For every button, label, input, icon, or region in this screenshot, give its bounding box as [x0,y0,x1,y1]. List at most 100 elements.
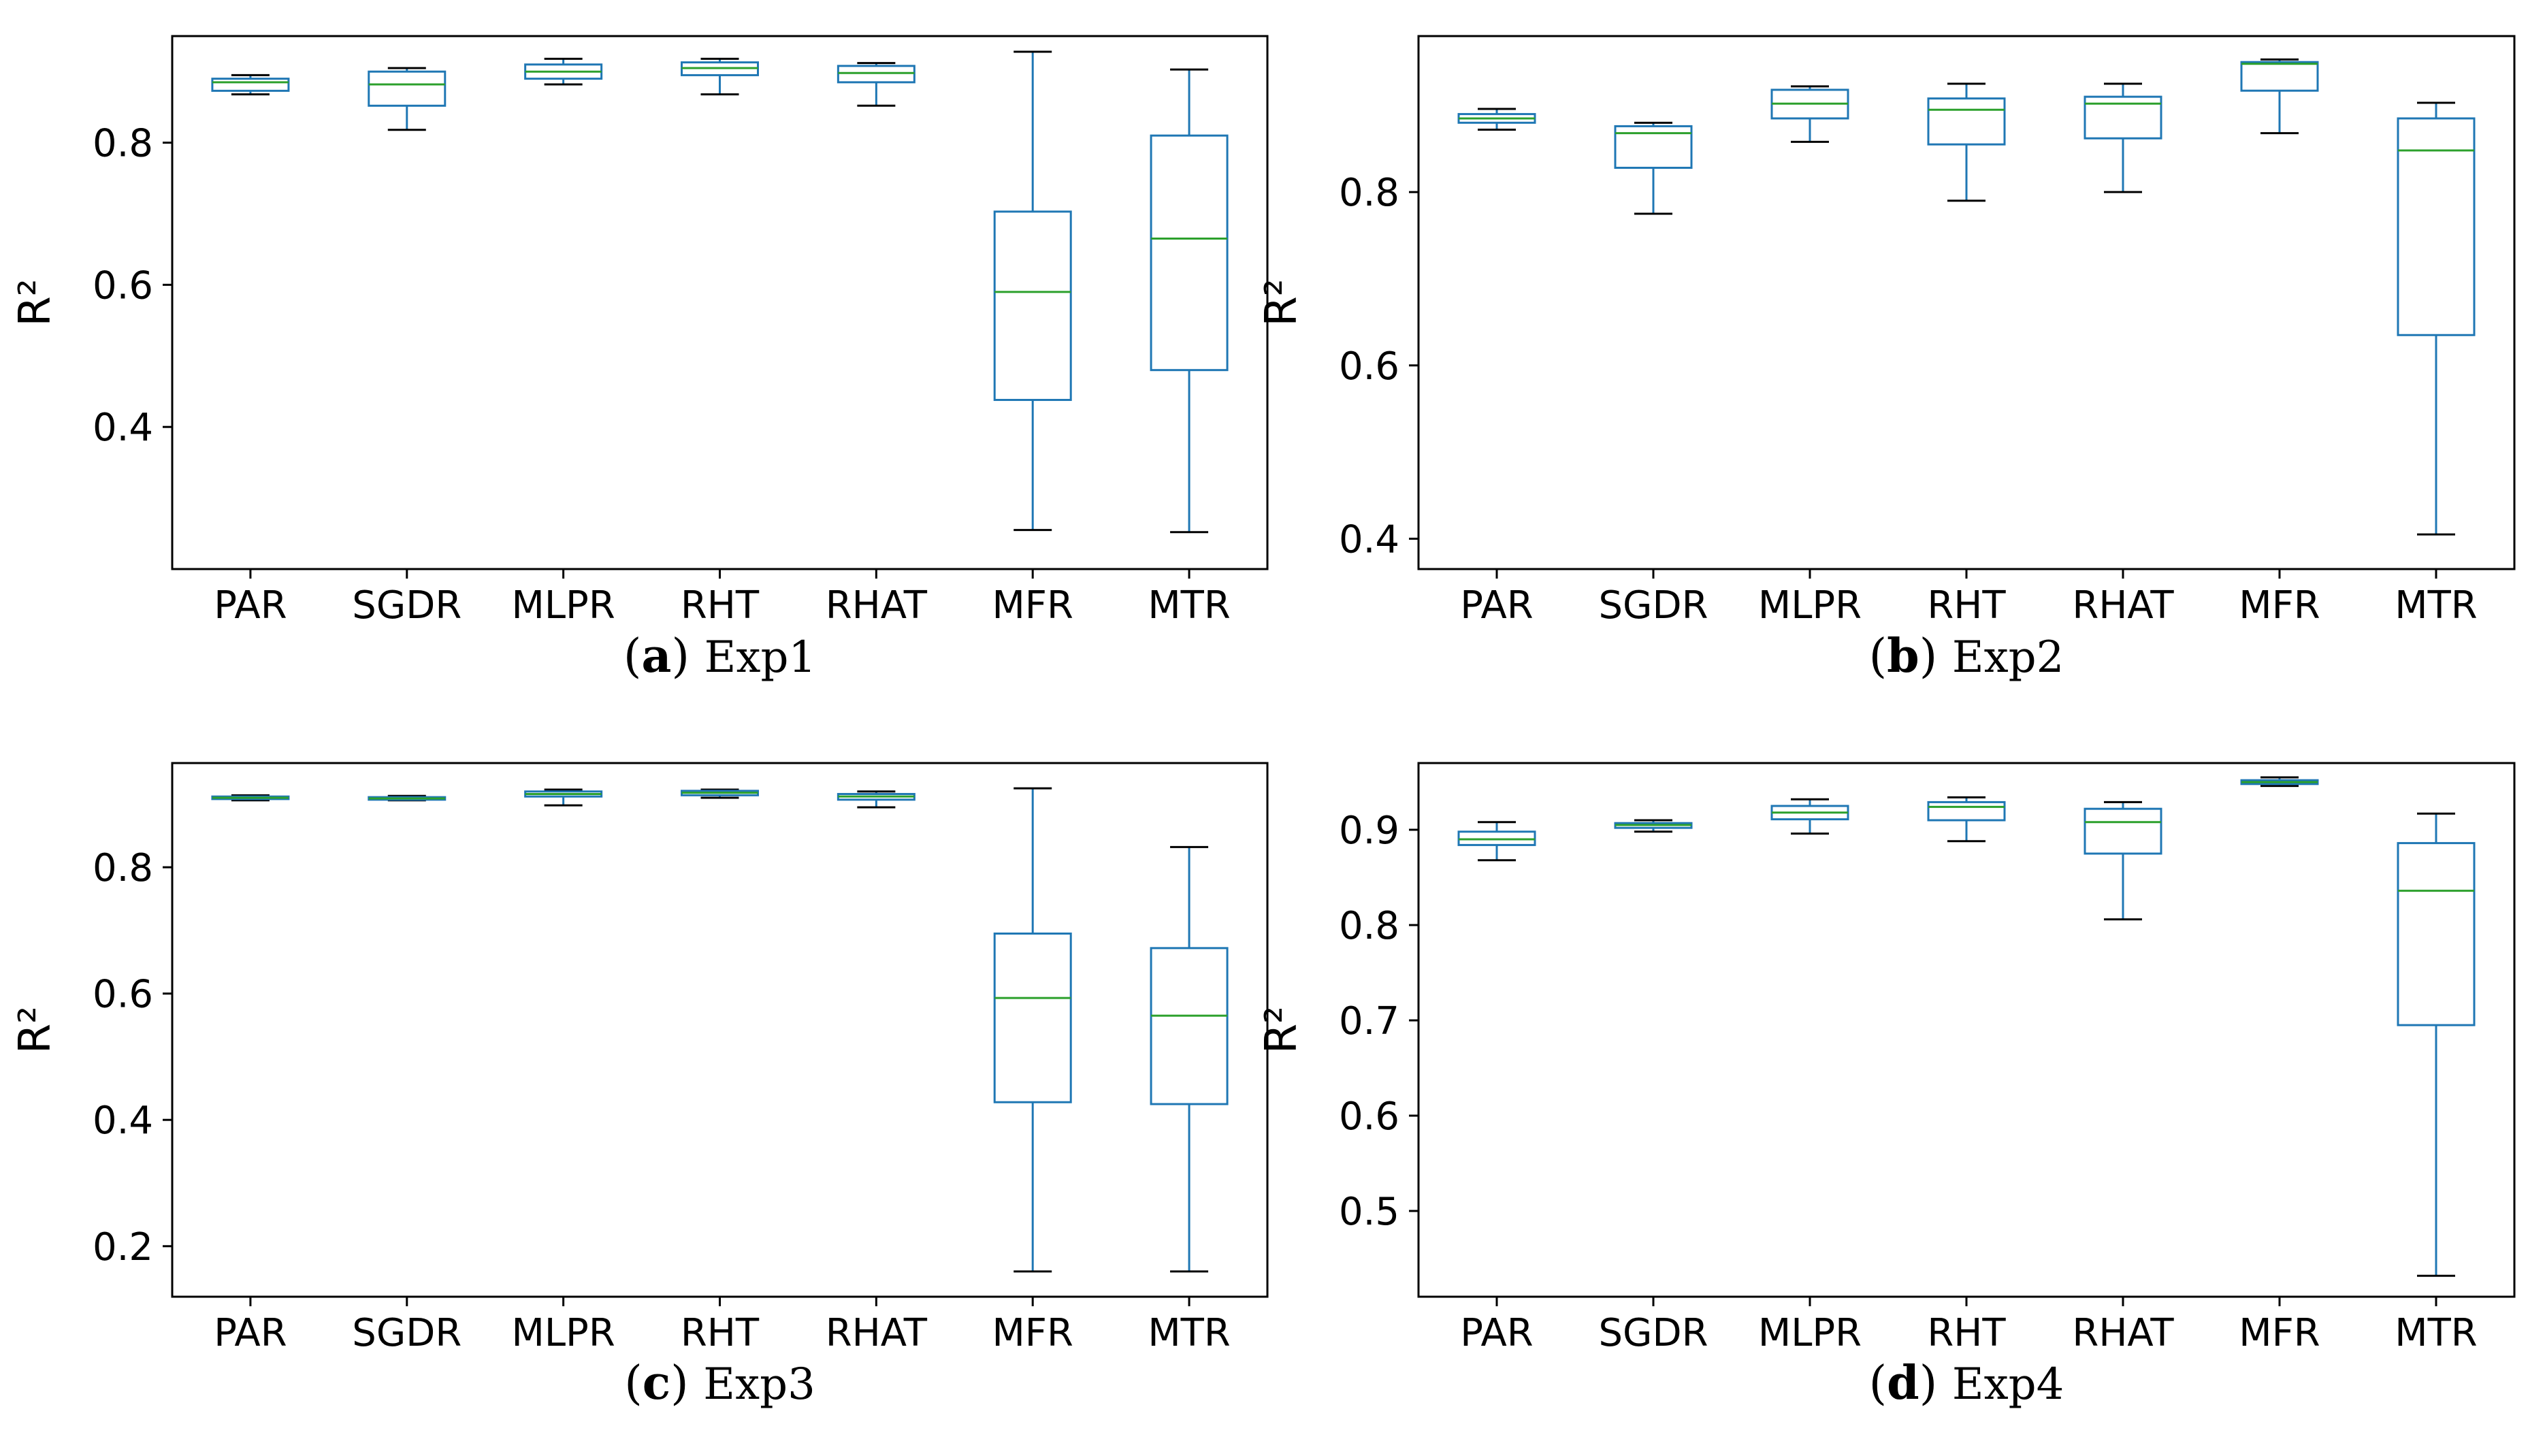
x-tick-label: RHT [1927,1311,2006,1355]
caption-paren-close: ) [1919,630,1952,683]
boxplot-rht [1927,796,2006,843]
y-tick-label: 0.2 [93,1225,153,1269]
iqr-box [837,65,915,84]
caption-letter: b [1887,629,1919,683]
x-tick-label: PAR [1460,583,1533,628]
boxplot-par [211,794,290,802]
x-tick-label: MFR [2239,583,2320,628]
boxplot-rhat [2084,82,2162,193]
iqr-box [1927,97,2006,146]
iqr-box [1614,125,1693,169]
x-tick-label: PAR [214,583,287,628]
iqr-box [2084,95,2162,140]
chart-panel-exp1: 0.4 0.6 0.8 R² PAR SGDR MLPR RHT RHAT MFR MTR (a) E… [10,35,1269,683]
x-tick-label: MTR [1148,583,1230,628]
caption-letter: d [1887,1356,1919,1410]
x-tick-label: SGDR [1599,583,1708,628]
axes-frame [171,762,1269,1298]
x-tick-label: SGDR [352,1311,461,1355]
boxplot-mfr [2240,776,2319,788]
caption: (a) Exp1 [623,629,816,683]
x-tick-label: MTR [2395,583,2477,628]
y-tick-label: 0.4 [93,1099,153,1143]
iqr-box [1927,800,2006,822]
x-tick-label: MLPR [1758,583,1862,628]
boxplot-sgdr [1614,121,1693,215]
y-tick-label: 0.6 [1339,344,1399,389]
x-tick-label: SGDR [352,583,461,628]
caption-paren-open: ( [1869,630,1887,683]
y-axis-label: R² [10,278,61,326]
y-axis-label: R² [1257,278,1307,326]
iqr-box [2397,117,2476,336]
x-tick-label: PAR [214,1311,287,1355]
iqr-box [1150,134,1229,372]
boxplot-mtr [2397,812,2476,1277]
iqr-box [2397,842,2476,1026]
x-tick-label: RHAT [2072,583,2174,628]
x-tick-label: RHAT [2072,1311,2174,1355]
boxplot-mlpr [524,788,603,807]
y-tick-label: 0.4 [1339,517,1399,562]
axes-frame [1417,35,2516,570]
y-tick-label: 0.7 [1339,999,1399,1044]
x-tick-label: PAR [1460,1311,1533,1355]
chart-panel-exp4: 0.5 0.6 0.7 0.8 0.9 R² PAR SGDR MLPR RHT RHAT MFR MT… [1257,762,2516,1410]
caption-paren-close: ) [670,1357,703,1410]
iqr-box [2084,807,2162,855]
y-tick-label: 0.4 [93,406,153,450]
x-tick-label: RHT [1927,583,2006,628]
boxplot-rht [681,57,759,96]
boxplot-rht [681,788,759,799]
boxplot-sgdr [1614,819,1693,833]
caption-paren-open: ( [624,1357,643,1410]
y-axis-label: R² [10,1006,61,1054]
boxplot-rhat [837,790,915,809]
x-tick-label: RHT [681,1311,760,1355]
y-tick-label: 0.9 [1339,809,1399,853]
x-tick-label: MTR [1148,1311,1230,1355]
caption-paren-close: ) [1919,1357,1952,1410]
boxplot-mlpr [1770,798,1849,835]
boxplot-sgdr [368,67,447,131]
y-tick-label: 0.5 [1339,1190,1399,1234]
boxplot-mfr [2240,58,2319,135]
axes-frame [171,35,1269,570]
y-tick-label: 0.8 [93,846,153,890]
x-tick-label: MFR [992,1311,1073,1355]
x-tick-label: RHT [681,583,760,628]
caption: (d) Exp4 [1869,1356,2064,1410]
caption-letter: a [641,629,671,683]
boxplot-par [1457,108,1536,131]
boxplot-mtr [1150,68,1229,534]
boxplot-mfr [993,50,1072,532]
x-tick-label: MLPR [512,1311,615,1355]
y-tick-label: 0.8 [1339,171,1399,215]
boxplot-rhat [837,62,915,107]
caption-text: Exp2 [1952,632,2064,683]
caption-text: Exp3 [703,1359,815,1410]
boxplot-par [1457,821,1536,862]
y-tick-label: 0.6 [1339,1095,1399,1139]
caption-paren-open: ( [1869,1357,1887,1410]
iqr-box [211,78,290,92]
caption-paren-open: ( [623,630,642,683]
x-tick-label: MFR [2239,1311,2320,1355]
boxplot-par [211,74,290,96]
iqr-box [993,933,1072,1103]
boxplot-mtr [2397,101,2476,536]
boxplot-rhat [2084,800,2162,921]
y-tick-label: 0.8 [93,122,153,166]
y-axis-label: R² [1257,1006,1307,1054]
y-tick-label: 0.6 [93,263,153,308]
caption-letter: c [643,1356,670,1410]
x-tick-label: MLPR [1758,1311,1862,1355]
y-tick-label: 0.6 [93,973,153,1017]
boxplot-sgdr [368,794,447,802]
chart-panel-exp3: 0.2 0.4 0.6 0.8 R² PAR SGDR MLPR RHT RHAT MFR MTR (c… [10,762,1269,1410]
x-tick-label: MLPR [512,583,615,628]
iqr-box [368,70,447,107]
boxplot-mfr [993,787,1072,1273]
iqr-box [2240,61,2319,92]
caption: (b) Exp2 [1869,629,2064,683]
